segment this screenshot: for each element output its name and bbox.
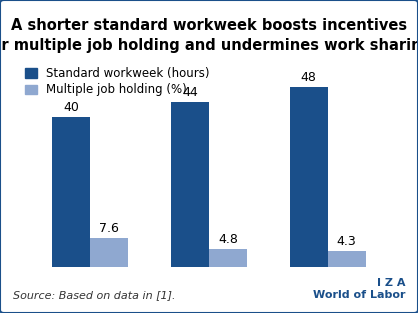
Title: A shorter standard workweek boosts incentives
for multiple job holding and under: A shorter standard workweek boosts incen…	[0, 18, 418, 53]
Text: 44: 44	[182, 86, 198, 99]
Text: I Z A
World of Labor: I Z A World of Labor	[313, 278, 405, 300]
Legend: Standard workweek (hours), Multiple job holding (%): Standard workweek (hours), Multiple job …	[25, 67, 210, 96]
Text: Source: Based on data in [1].: Source: Based on data in [1].	[13, 290, 175, 300]
Bar	[52, 117, 90, 267]
Bar	[171, 102, 209, 267]
Text: 7.6: 7.6	[99, 222, 119, 235]
Text: 4.8: 4.8	[218, 233, 238, 246]
Bar	[328, 251, 366, 267]
Bar	[290, 87, 328, 267]
Bar	[90, 238, 128, 267]
Text: 4.3: 4.3	[337, 235, 357, 248]
Text: 48: 48	[301, 71, 316, 84]
Text: 40: 40	[64, 101, 79, 114]
Bar	[209, 249, 247, 267]
